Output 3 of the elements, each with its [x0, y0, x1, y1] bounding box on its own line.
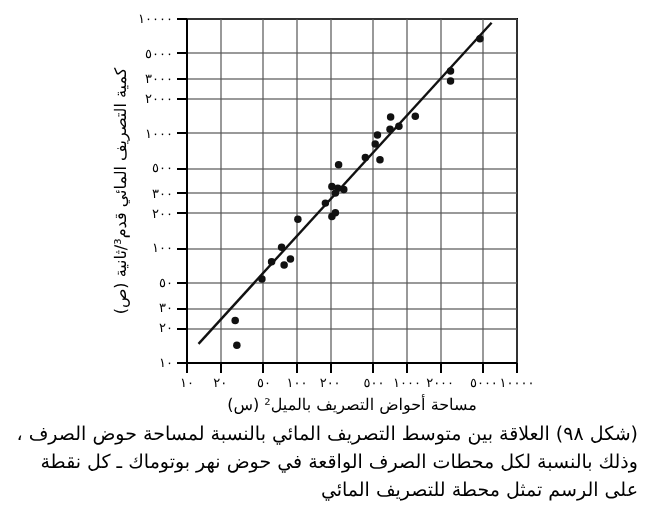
- y-axis-title: كمية التصريف المائي قدم³/ثانية (ص): [112, 67, 131, 315]
- text: (شكل ٩٨) العلاقة بين متوسط التصريف المائي بالنسبة لمساحة حوض الصرف ، وذلك بالنسبة لكل محطات الصرف الواقعة في حوض نهر بوتوماك ـ كل نقطة على الرسم تمثل محطة للتصريف المائي: [16, 422, 638, 506]
- x-axis-title: مساحة أحواض التصريف بالميل² (س): [227, 394, 477, 414]
